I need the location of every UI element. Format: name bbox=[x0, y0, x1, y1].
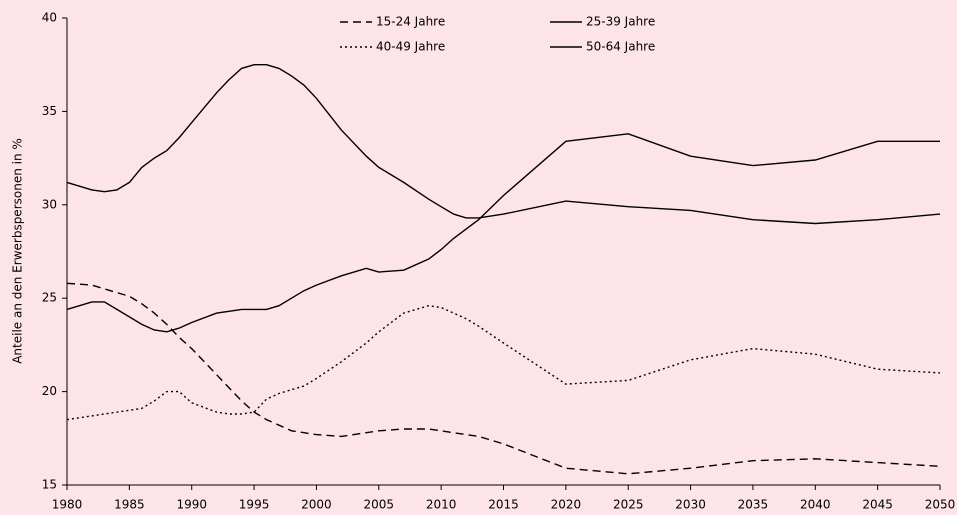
x-tick-label: 2020 bbox=[551, 498, 582, 512]
x-tick-label: 2010 bbox=[426, 498, 457, 512]
series-line bbox=[66, 304, 941, 421]
x-tick-label: 2015 bbox=[488, 498, 519, 512]
y-tick-label: 20 bbox=[42, 384, 57, 398]
y-axis-label: Anteile an den Erwerbspersonen in % bbox=[11, 138, 25, 364]
x-tick-label: 2005 bbox=[364, 498, 395, 512]
y-tick-label: 40 bbox=[42, 11, 57, 25]
y-tick-label: 25 bbox=[42, 291, 57, 305]
x-tick-label: 1990 bbox=[176, 498, 207, 512]
legend-label: 50-64 Jahre bbox=[586, 40, 655, 54]
x-tick-label: 1995 bbox=[239, 498, 270, 512]
x-tick-label: 1985 bbox=[114, 498, 145, 512]
legend-label: 15-24 Jahre bbox=[376, 15, 445, 29]
legend-label: 40-49 Jahre bbox=[376, 40, 445, 54]
x-tick-label: 2045 bbox=[862, 498, 893, 512]
legend-label: 25-39 Jahre bbox=[586, 15, 655, 29]
series-line bbox=[66, 282, 941, 475]
y-tick-label: 30 bbox=[42, 197, 57, 211]
series-line bbox=[66, 133, 940, 333]
x-tick-label: 2035 bbox=[738, 498, 769, 512]
y-tick-label: 35 bbox=[42, 104, 57, 118]
x-tick-label: 2030 bbox=[675, 498, 706, 512]
x-tick-label: 2050 bbox=[925, 498, 956, 512]
x-tick-label: 2025 bbox=[613, 498, 644, 512]
x-tick-label: 2040 bbox=[800, 498, 831, 512]
x-tick-label: 1980 bbox=[52, 498, 83, 512]
x-tick-label: 2000 bbox=[301, 498, 332, 512]
series-line bbox=[66, 64, 941, 225]
y-tick-label: 15 bbox=[42, 478, 57, 492]
